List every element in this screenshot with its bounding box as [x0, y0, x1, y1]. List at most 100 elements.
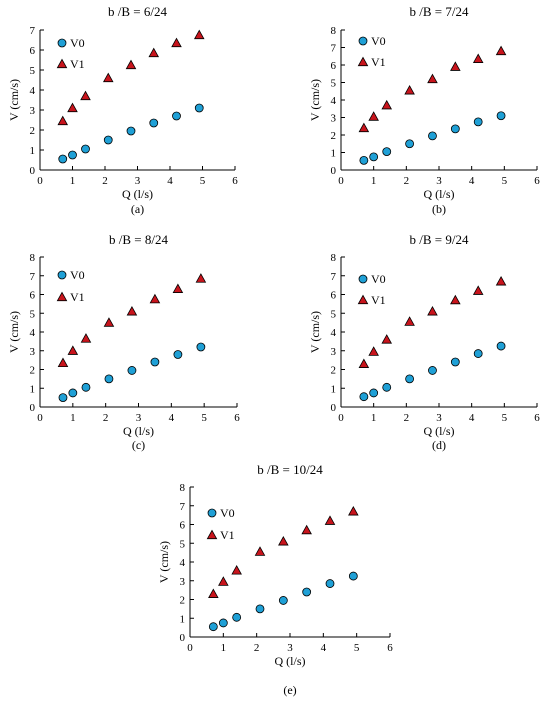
- x-tick-label: 5: [201, 412, 207, 424]
- x-tick-label: 0: [187, 642, 193, 654]
- v0-point: [278, 596, 288, 605]
- x-tick-label: 3: [436, 412, 442, 424]
- v1-point: [404, 84, 415, 95]
- x-tick-label: 2: [404, 412, 410, 424]
- series-v1: [57, 273, 207, 368]
- v1-point: [368, 111, 379, 121]
- y-tick-label: 6: [180, 520, 186, 532]
- legend-v1-label: V1: [371, 55, 386, 69]
- y-tick-label: 0: [331, 165, 337, 177]
- y-tick-label: 8: [331, 252, 337, 264]
- v0-point: [232, 612, 242, 622]
- y-tick-label: 2: [30, 125, 36, 137]
- x-tick-label: 0: [338, 412, 344, 424]
- v0-point: [149, 118, 159, 128]
- v1-point: [171, 37, 182, 48]
- y-tick-label: 7: [180, 501, 186, 513]
- y-tick-label: 4: [331, 95, 337, 107]
- chart-panel-b: b /B = 7/24 0 1 2 3 4 5 6 7 8 0 1 2 3 4 5 6 Q (l/s) V (cm/…: [308, 4, 540, 216]
- v1-point: [57, 357, 69, 368]
- y-tick-label: 7: [30, 25, 36, 37]
- chart-title: b /B = 6/24: [108, 4, 167, 19]
- series-v1: [208, 505, 359, 598]
- v1-point: [80, 333, 92, 343]
- y-tick-label: 5: [331, 308, 337, 320]
- x-tick-label: 0: [37, 175, 43, 187]
- y-tick-label: 1: [331, 148, 337, 160]
- v1-point: [495, 275, 507, 286]
- legend-v1-marker: [56, 58, 68, 69]
- chart-title: b /B = 10/24: [257, 462, 323, 477]
- series-v0: [58, 342, 206, 403]
- v0-point: [450, 357, 460, 367]
- legend-v0-marker: [57, 270, 67, 280]
- v0-point: [173, 350, 183, 359]
- chart-title: b /B = 9/24: [410, 232, 469, 247]
- legend-v1-marker: [206, 529, 218, 540]
- v1-point: [358, 122, 370, 133]
- v0-point: [369, 152, 379, 162]
- y-tick-label: 0: [331, 402, 337, 414]
- v1-point: [57, 115, 69, 126]
- v1-point: [231, 565, 242, 575]
- y-axis-label: V (cm/s): [7, 79, 21, 121]
- x-tick-label: 3: [136, 412, 142, 424]
- y-tick-label: 2: [30, 365, 36, 377]
- legend-v0-label: V0: [70, 268, 85, 282]
- series-v1: [358, 275, 507, 368]
- v0-point: [450, 124, 460, 134]
- v0-point: [196, 342, 206, 352]
- y-tick-label: 5: [30, 65, 36, 77]
- v1-point: [67, 102, 78, 113]
- series-v0: [359, 341, 506, 402]
- v0-point: [103, 135, 113, 145]
- legend-v1-marker: [357, 56, 369, 67]
- v0-point: [359, 392, 369, 402]
- x-tick-label: 4: [167, 175, 173, 187]
- v1-point: [254, 546, 266, 556]
- v1-point: [427, 305, 438, 316]
- chart-panel-c: b /B = 8/24 0 1 2 3 4 5 6 7 8 0 1 2 3 4 5 6 Q (l/s) V (cm/…: [7, 232, 240, 452]
- v1-point: [472, 285, 484, 295]
- x-axis-label: Q (l/s): [123, 424, 154, 438]
- v0-point: [218, 618, 228, 628]
- v1-point: [126, 305, 138, 316]
- v0-point: [382, 147, 392, 157]
- v0-point: [405, 374, 415, 384]
- x-tick-label: 4: [469, 412, 475, 424]
- x-tick-label: 0: [338, 175, 344, 187]
- x-tick-label: 6: [387, 642, 393, 654]
- y-tick-label: 3: [180, 576, 186, 588]
- y-tick-label: 1: [30, 145, 36, 157]
- x-tick-label: 4: [321, 642, 327, 654]
- legend-v1-marker: [56, 291, 68, 302]
- v1-point: [348, 505, 359, 516]
- y-tick-label: 3: [331, 113, 337, 125]
- series-v0: [58, 103, 204, 164]
- y-tick-label: 6: [331, 290, 337, 302]
- chart-panel-a: b /B = 6/24 0 1 2 3 4 5 6 7 0 1 2 3 4 5 6 Q (l/s) V (cm/s…: [7, 4, 238, 216]
- y-tick-label: 7: [331, 43, 337, 55]
- v1-point: [103, 317, 115, 327]
- v0-point: [104, 374, 114, 384]
- x-tick-label: 6: [534, 175, 540, 187]
- legend-v0-label: V0: [371, 272, 386, 286]
- legend-v0-label: V0: [70, 36, 85, 50]
- v1-point: [301, 524, 312, 535]
- legend-v1-label: V1: [70, 57, 85, 71]
- x-tick-label: 2: [103, 412, 109, 424]
- y-tick-label: 5: [331, 78, 337, 90]
- v0-point: [359, 155, 369, 165]
- y-tick-label: 3: [30, 346, 36, 358]
- x-axis-label: Q (l/s): [122, 187, 153, 201]
- legend-v1-label: V1: [70, 290, 85, 304]
- x-tick-label: 1: [371, 412, 377, 424]
- y-tick-label: 5: [180, 538, 186, 550]
- x-tick-label: 1: [221, 642, 227, 654]
- v0-point: [496, 341, 506, 351]
- v0-point: [126, 126, 136, 136]
- v1-point: [324, 515, 336, 525]
- v0-point: [150, 357, 160, 367]
- x-tick-label: 6: [234, 412, 240, 424]
